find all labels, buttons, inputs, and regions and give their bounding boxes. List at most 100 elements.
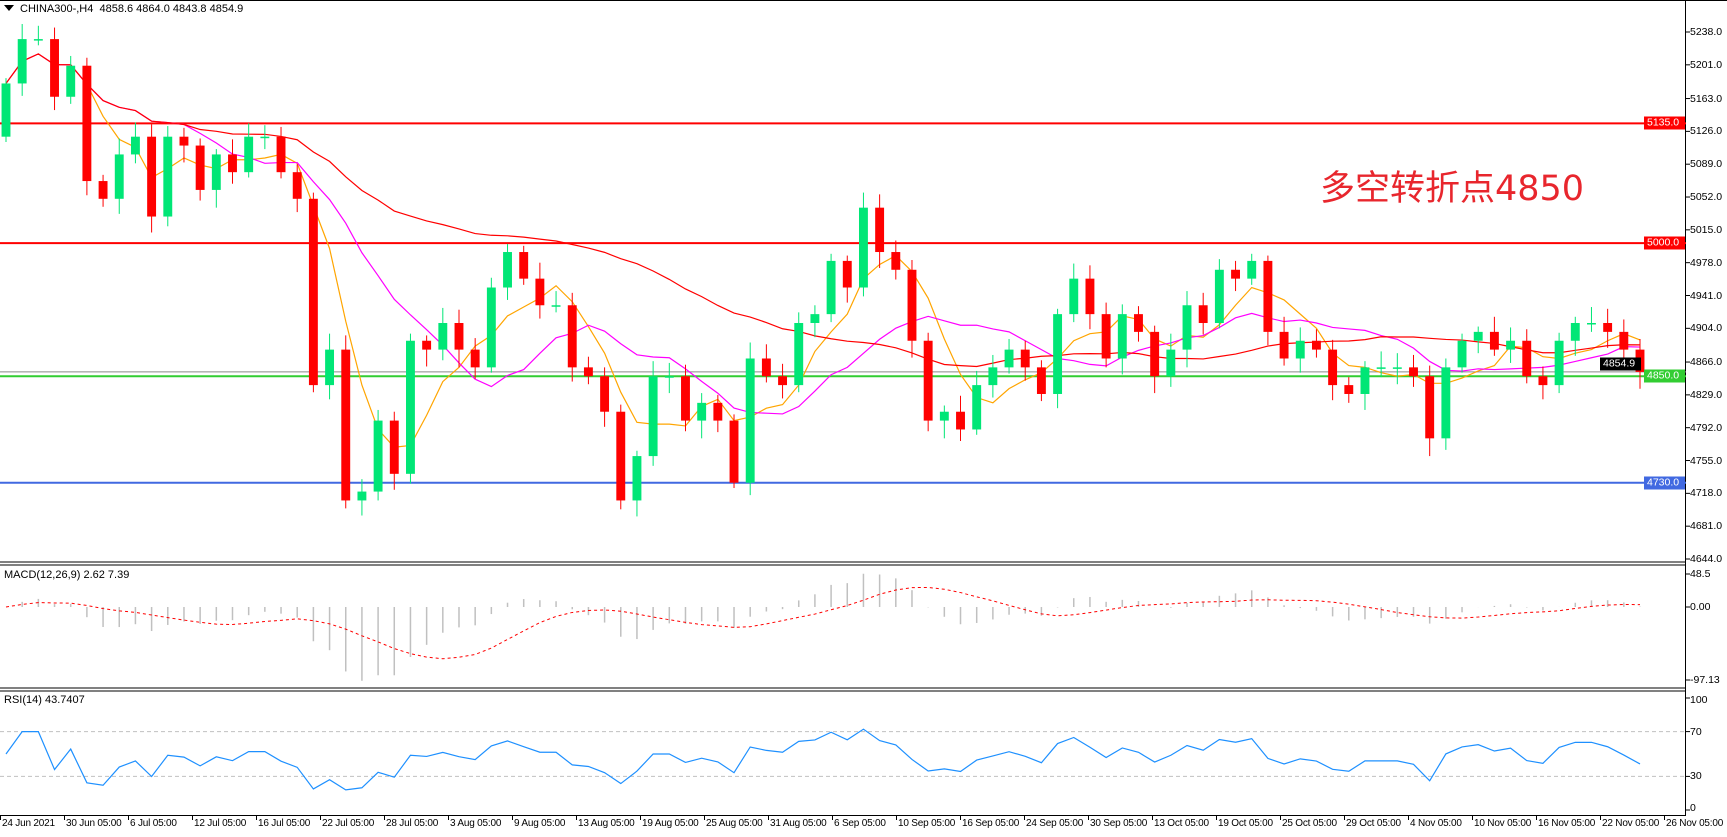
ma-mid-line: [5, 53, 1641, 415]
ohlc-readout: 4858.6 4864.0 4843.8 4854.9: [99, 3, 244, 15]
candle-body: [923, 340, 933, 421]
candle-body: [1360, 367, 1370, 394]
candle-body: [858, 207, 868, 288]
rsi-tick-label: 70: [1690, 725, 1702, 738]
time-tick-label: 25 Oct 05:00: [1282, 818, 1337, 829]
price-tick-label: 4718.0: [1690, 487, 1723, 500]
candle-body: [1231, 269, 1240, 279]
candle-body: [1182, 305, 1192, 350]
dropdown-triangle-icon[interactable]: [4, 5, 14, 11]
candle-body: [454, 323, 464, 350]
candle-body: [1150, 331, 1160, 377]
time-tick-label: 28 Jul 05:00: [386, 818, 439, 829]
time-tick-label: 26 Nov 05:00: [1666, 818, 1724, 829]
candle-body: [1069, 278, 1079, 315]
candle-body: [357, 491, 367, 501]
time-tick-label: 24 Jun 2021: [2, 818, 55, 829]
time-tick-label: 24 Sep 05:00: [1026, 818, 1084, 829]
candle-body: [648, 376, 658, 457]
time-tick-label: 10 Sep 05:00: [898, 818, 956, 829]
candle-body: [1101, 314, 1111, 359]
candle-body: [1020, 349, 1030, 368]
candle-body: [1295, 340, 1305, 359]
candle-body: [486, 287, 496, 368]
candle-body: [373, 420, 383, 492]
candle-body: [972, 385, 982, 430]
candle-body: [875, 207, 885, 253]
candle-body: [1587, 323, 1596, 325]
rsi-tick-label: 30: [1690, 770, 1702, 783]
price-tick-label: 4792.0: [1690, 421, 1723, 434]
price-tick-label: 4941.0: [1690, 289, 1723, 302]
candle-body: [1344, 385, 1354, 394]
candle-body: [406, 340, 415, 474]
time-tick-label: 19 Oct 05:00: [1218, 818, 1273, 829]
candle-body: [1603, 323, 1613, 332]
time-tick-label: 12 Jul 05:00: [194, 818, 247, 829]
time-tick-label: 13 Aug 05:00: [578, 818, 635, 829]
candle-body: [114, 154, 124, 199]
candle-body: [1441, 367, 1451, 439]
time-tick-label: 6 Jul 05:00: [130, 818, 177, 829]
candle-body: [551, 305, 561, 307]
candle-body: [1004, 349, 1014, 368]
candle-body: [891, 252, 901, 270]
candle-body: [826, 260, 836, 315]
level-tag-5000.0: 5000.0: [1644, 236, 1685, 250]
macd-title: MACD(12,26,9) 2.62 7.39: [4, 569, 130, 581]
candle-body: [810, 314, 820, 324]
candle-body: [50, 39, 59, 97]
candle-body: [745, 358, 755, 483]
candle-body: [697, 402, 707, 421]
macd-tick-label: 0.00: [1690, 601, 1711, 613]
time-tick-label: 30 Sep 05:00: [1090, 818, 1148, 829]
candle-body: [422, 340, 432, 350]
candle-body: [583, 367, 593, 377]
candle-body: [1053, 314, 1063, 394]
candle-body: [1085, 278, 1095, 315]
current-price-tag: 4854.9: [1600, 357, 1641, 371]
level-tag-4730.0: 4730.0: [1644, 476, 1685, 490]
time-tick-label: 16 Nov 05:00: [1538, 818, 1596, 829]
candle-body: [1134, 314, 1143, 332]
time-tick-label: 31 Aug 05:00: [770, 818, 827, 829]
rsi-pane: [0, 728, 1686, 791]
symbol-timeframe: CHINA300-,H4: [20, 3, 94, 15]
candle-body: [842, 260, 852, 288]
time-tick-label: 13 Oct 05:00: [1154, 818, 1209, 829]
candle-body: [292, 172, 302, 199]
candle-body: [664, 376, 674, 378]
price-tick-label: 5015.0: [1690, 223, 1723, 236]
candle-body: [66, 65, 76, 97]
candle-body: [600, 376, 610, 412]
annotation-text: 多空转折点4850: [1320, 169, 1585, 209]
price-tick-label: 4978.0: [1690, 256, 1723, 269]
time-tick-label: 22 Nov 05:00: [1602, 818, 1660, 829]
candle-body: [195, 145, 205, 190]
time-tick-label: 22 Jul 05:00: [322, 818, 375, 829]
candle-body: [244, 136, 254, 173]
candle-body: [1328, 349, 1338, 386]
candle-body: [729, 420, 739, 483]
candle-body: [1198, 305, 1208, 324]
candle-body: [1570, 323, 1580, 341]
level-tag-4850.0: 4850.0: [1644, 369, 1685, 383]
candle-body: [1, 83, 11, 137]
rsi-line: [5, 728, 1641, 791]
candle-body: [211, 154, 221, 190]
candle-body: [503, 252, 512, 288]
price-tick-label: 4866.0: [1690, 356, 1723, 369]
price-tick-label: 5238.0: [1690, 26, 1723, 38]
price-tick-label: 5163.0: [1690, 92, 1723, 105]
candle-body: [794, 323, 804, 386]
candle-body: [1166, 349, 1176, 377]
candle-body: [1247, 260, 1257, 279]
rsi-tick-label: 100: [1690, 694, 1708, 706]
macd-tick-label: 48.5: [1690, 568, 1711, 580]
time-tick-label: 16 Sep 05:00: [962, 818, 1020, 829]
candle-body: [438, 323, 448, 350]
macd-pane: [5, 573, 1641, 681]
rsi-title: RSI(14) 43.7407: [4, 694, 85, 706]
candle-body: [761, 358, 771, 377]
